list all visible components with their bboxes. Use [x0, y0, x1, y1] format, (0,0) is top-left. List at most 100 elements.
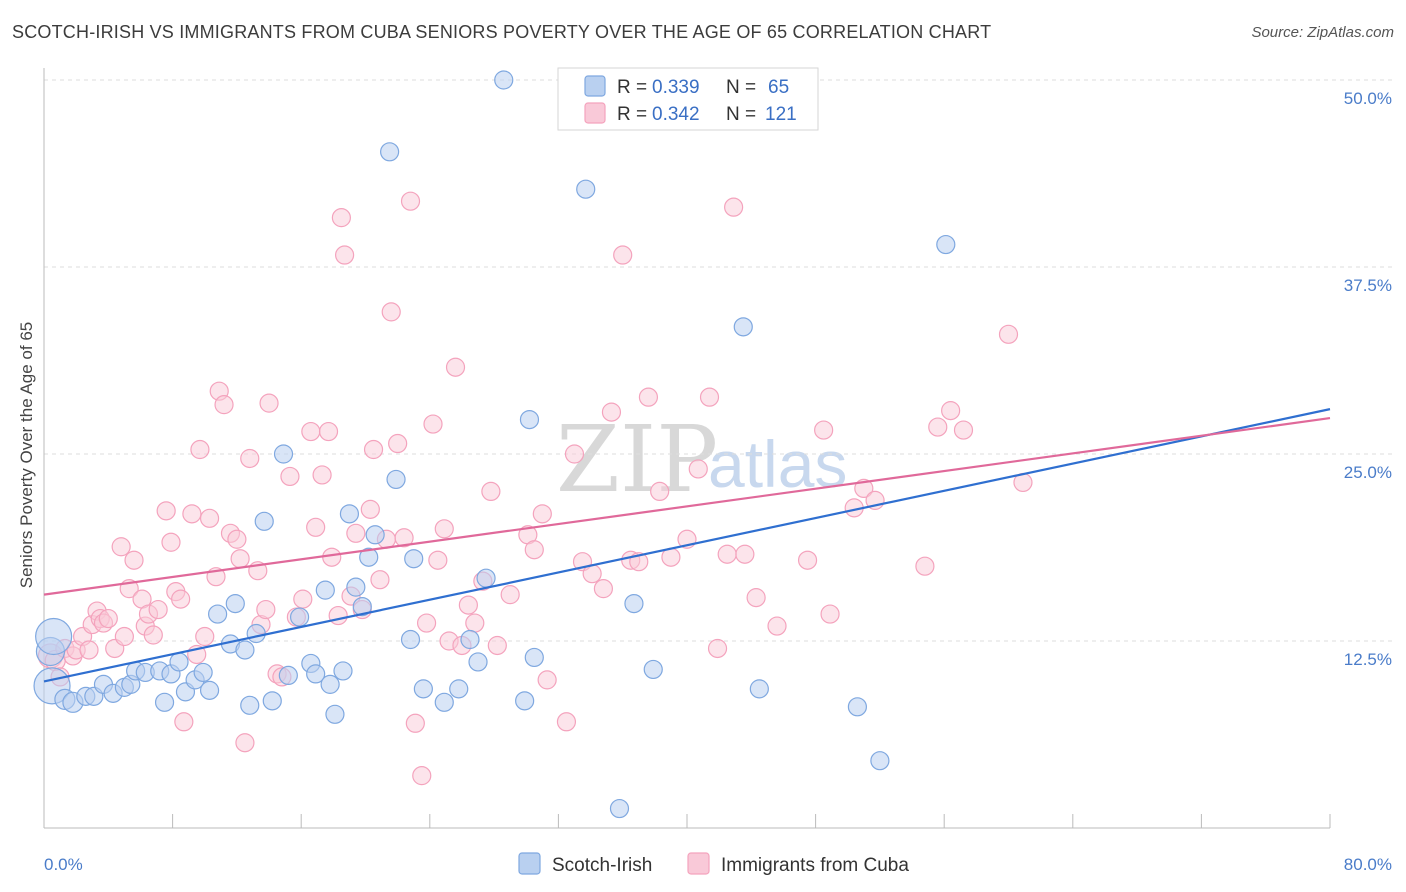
scotch-irish-point: [154, 692, 175, 712]
cuba-point: [564, 444, 585, 464]
cuba-trend-line: [43, 417, 1331, 596]
scotch-irish-point: [404, 549, 424, 569]
cuba-point: [601, 402, 622, 422]
scotch-irish-point: [476, 568, 496, 588]
legend-n-value-scotch-irish: 65: [768, 77, 789, 98]
stats-legend: R = 0.339 N = 65 R = 0.342 N = 121: [557, 67, 819, 131]
scotch-irish-points: [33, 70, 956, 819]
cuba-point: [301, 421, 321, 442]
cuba-point: [195, 626, 215, 647]
scotch-irish-point: [346, 577, 366, 597]
watermark-zip: ZIP: [556, 406, 718, 513]
cuba-point: [613, 245, 633, 265]
scotch-irish-point: [240, 695, 260, 715]
cuba-point: [227, 529, 247, 549]
cuba-point: [556, 712, 577, 732]
cuba-points: [37, 191, 1033, 786]
scotch-irish-trend-line: [43, 408, 1331, 683]
cuba-point: [363, 439, 384, 460]
cuba-point: [481, 481, 501, 501]
cuba-point: [156, 501, 176, 521]
legend-n-label-cuba: N =: [726, 104, 756, 125]
cuba-point: [717, 544, 737, 564]
scotch-irish-point: [413, 679, 433, 699]
cuba-point: [280, 466, 300, 487]
bottom-legend-swatch-scotch-irish: [518, 852, 541, 875]
cuba-point: [638, 387, 659, 407]
cuba-point: [820, 604, 840, 624]
cuba-point: [331, 208, 351, 228]
cuba-point: [256, 599, 276, 620]
scotch-irish-point: [749, 679, 769, 699]
scotch-irish-point: [460, 629, 480, 650]
cuba-point: [306, 517, 326, 537]
scotch-irish-point: [870, 751, 890, 771]
legend-n-label-scotch-irish: N =: [726, 77, 756, 98]
scotch-irish-point: [254, 511, 274, 531]
cuba-point: [388, 433, 408, 454]
cuba-point: [318, 421, 339, 442]
cuba-point: [458, 595, 478, 615]
scotch-irish-point: [380, 142, 400, 162]
x-tick-label-max: 80.0%: [1344, 855, 1392, 874]
legend-r-label-scotch-irish: R =: [617, 77, 647, 98]
cuba-point: [370, 570, 390, 590]
y-tick-label: 37.5%: [1344, 276, 1392, 295]
scotch-irish-point: [468, 652, 488, 672]
scotch-irish-point: [246, 623, 266, 644]
series-legend: Scotch-Irish Immigrants from Cuba: [518, 852, 909, 876]
scotch-irish-point: [733, 317, 753, 337]
legend-r-value-scotch-irish: 0.339: [652, 77, 700, 98]
cuba-point: [537, 670, 557, 690]
scotch-irish-point: [315, 580, 335, 600]
bottom-legend-label-cuba: Immigrants from Cuba: [721, 855, 909, 876]
cuba-point: [312, 465, 332, 485]
cuba-point: [412, 766, 432, 786]
y-axis-label: Seniors Poverty Over the Age of 65: [17, 322, 36, 588]
cuba-point: [143, 625, 163, 645]
cuba-point: [953, 420, 974, 440]
cuba-point: [593, 579, 614, 599]
cuba-point: [434, 519, 454, 539]
y-tick-label: 12.5%: [1344, 650, 1392, 669]
cuba-point: [335, 245, 355, 265]
scotch-irish-point: [624, 593, 644, 614]
scotch-irish-point: [434, 692, 454, 712]
scotch-irish-point: [235, 640, 255, 660]
cuba-point: [500, 585, 520, 605]
x-tick-label-min: 0.0%: [44, 855, 83, 874]
cuba-point: [346, 523, 366, 543]
cuba-point: [797, 550, 818, 570]
scotch-irish-point: [519, 409, 540, 430]
bottom-legend-swatch-cuba: [687, 852, 710, 875]
scotch-irish-point: [278, 665, 298, 686]
scotch-irish-point: [524, 647, 544, 668]
cuba-point: [114, 626, 134, 647]
cuba-point: [79, 640, 99, 660]
scotch-irish-point: [320, 674, 340, 694]
cuba-point: [182, 504, 202, 524]
scotch-irish-point: [289, 607, 310, 627]
scotch-irish-point: [936, 234, 956, 255]
cuba-point: [767, 616, 787, 636]
y-tick-label: 25.0%: [1344, 463, 1392, 482]
scotch-irish-point: [273, 444, 294, 464]
cuba-point: [650, 481, 670, 501]
cuba-point: [235, 733, 255, 753]
cuba-point: [199, 508, 220, 528]
cuba-point: [423, 414, 443, 434]
scotch-irish-point: [325, 704, 345, 724]
legend-swatch-cuba: [584, 102, 606, 124]
cuba-point: [174, 712, 194, 732]
scotch-irish-point: [494, 70, 514, 90]
cuba-point: [998, 324, 1019, 344]
cuba-point: [230, 549, 250, 569]
scotch-irish-point: [262, 691, 282, 711]
cuba-point: [328, 605, 348, 626]
cuba-point: [240, 448, 260, 469]
scotch-irish-point: [333, 661, 353, 681]
cuba-point: [532, 504, 552, 524]
legend-n-value-cuba: 121: [765, 104, 797, 125]
cuba-point: [293, 589, 313, 609]
